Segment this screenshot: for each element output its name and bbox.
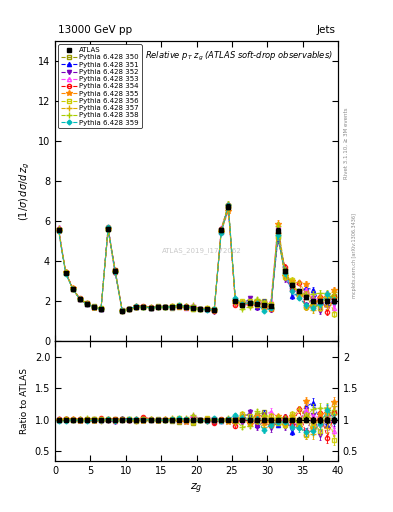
Text: ATLAS_2019_I1772062: ATLAS_2019_I1772062 <box>162 247 242 254</box>
Text: Rivet 3.1.10, ≥ 3M events: Rivet 3.1.10, ≥ 3M events <box>344 108 349 179</box>
Legend: ATLAS, Pythia 6.428 350, Pythia 6.428 351, Pythia 6.428 352, Pythia 6.428 353, P: ATLAS, Pythia 6.428 350, Pythia 6.428 35… <box>59 45 142 129</box>
Text: Relative $p_T$ $z_g$ (ATLAS soft-drop observables): Relative $p_T$ $z_g$ (ATLAS soft-drop ob… <box>145 50 332 63</box>
Text: Jets: Jets <box>316 25 335 35</box>
Y-axis label: Ratio to ATLAS: Ratio to ATLAS <box>20 368 29 434</box>
Y-axis label: $(1/\sigma)\,d\sigma/d\,z_g$: $(1/\sigma)\,d\sigma/d\,z_g$ <box>18 161 32 221</box>
Text: mcplots.cern.ch [arXiv:1306.3436]: mcplots.cern.ch [arXiv:1306.3436] <box>352 214 357 298</box>
Text: 13000 GeV pp: 13000 GeV pp <box>58 25 132 35</box>
X-axis label: $z_g$: $z_g$ <box>190 481 203 496</box>
